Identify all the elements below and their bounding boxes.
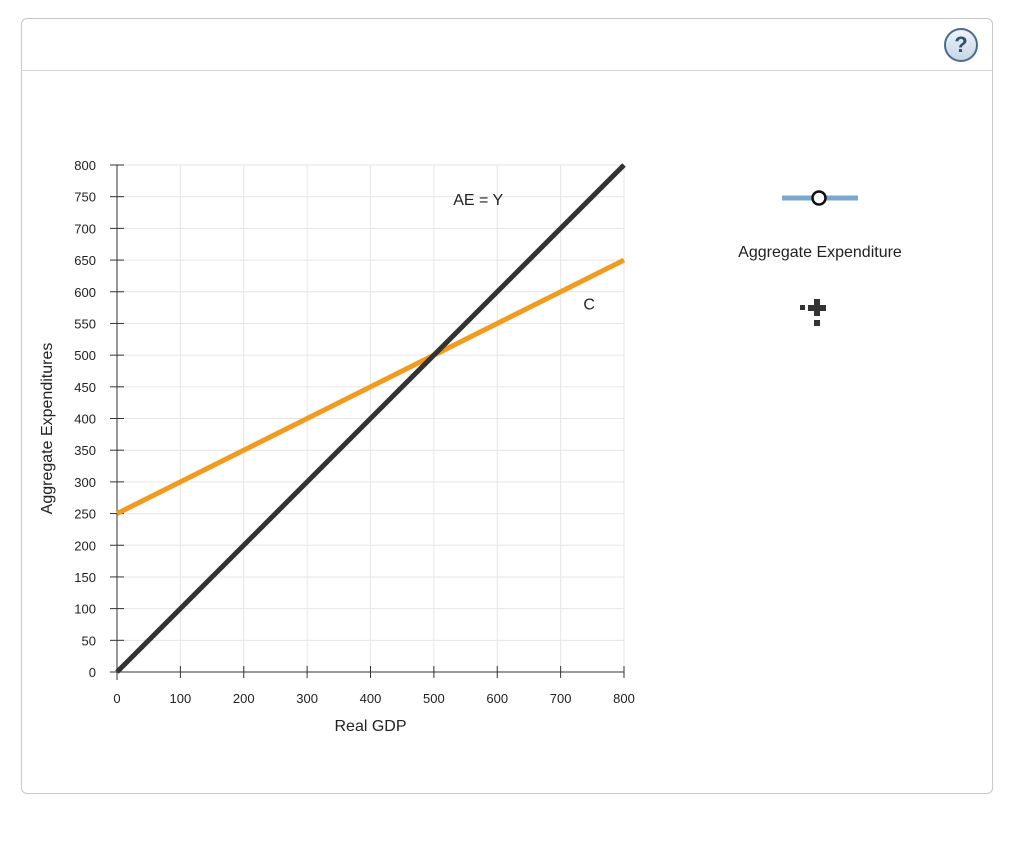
x-axis-title: Real GDP [334, 718, 406, 735]
y-tick-label: 550 [74, 316, 96, 331]
y-tick-label: 350 [74, 443, 96, 458]
y-tick-label: 500 [74, 348, 96, 363]
x-tick-label: 800 [613, 691, 635, 706]
question-panel: ? [21, 18, 993, 794]
panel-header: ? [22, 19, 992, 71]
series-line-c[interactable] [115, 257, 626, 516]
legend-label: Aggregate Expenditure [738, 244, 902, 261]
y-tick-label: 200 [74, 538, 96, 553]
y-tick-label: 300 [74, 475, 96, 490]
x-tick-label: 500 [423, 691, 445, 706]
x-tick-label: 200 [233, 691, 255, 706]
y-tick-label: 800 [74, 158, 96, 173]
y-tick-label: 100 [74, 602, 96, 617]
y-tick-label: 450 [74, 380, 96, 395]
x-tick-label: 100 [170, 691, 192, 706]
y-tick-label: 150 [74, 570, 96, 585]
y-tick-label: 50 [82, 633, 96, 648]
series-label: AE = Y [453, 192, 503, 209]
y-tick-label: 650 [74, 253, 96, 268]
x-tick-label: 400 [360, 691, 382, 706]
y-tick-label: 700 [74, 221, 96, 236]
series-line-ae-equals-y[interactable] [115, 163, 626, 674]
y-axis-title: Aggregate Expenditures [39, 343, 56, 515]
drag-crosshair-icon[interactable] [800, 298, 834, 330]
x-tick-label: 0 [113, 691, 120, 706]
legend-aggregate-expenditure-swatch[interactable] [780, 186, 860, 210]
y-tick-label: 600 [74, 285, 96, 300]
x-tick-label: 700 [550, 691, 572, 706]
y-tick-label: 250 [74, 507, 96, 522]
series-label: C [583, 296, 595, 313]
y-tick-label: 0 [89, 665, 96, 680]
help-button[interactable]: ? [944, 28, 978, 62]
legend-swatch-marker [811, 190, 827, 206]
x-tick-label: 300 [296, 691, 318, 706]
y-tick-label: 400 [74, 412, 96, 427]
y-tick-label: 750 [74, 190, 96, 205]
x-tick-label: 600 [486, 691, 508, 706]
